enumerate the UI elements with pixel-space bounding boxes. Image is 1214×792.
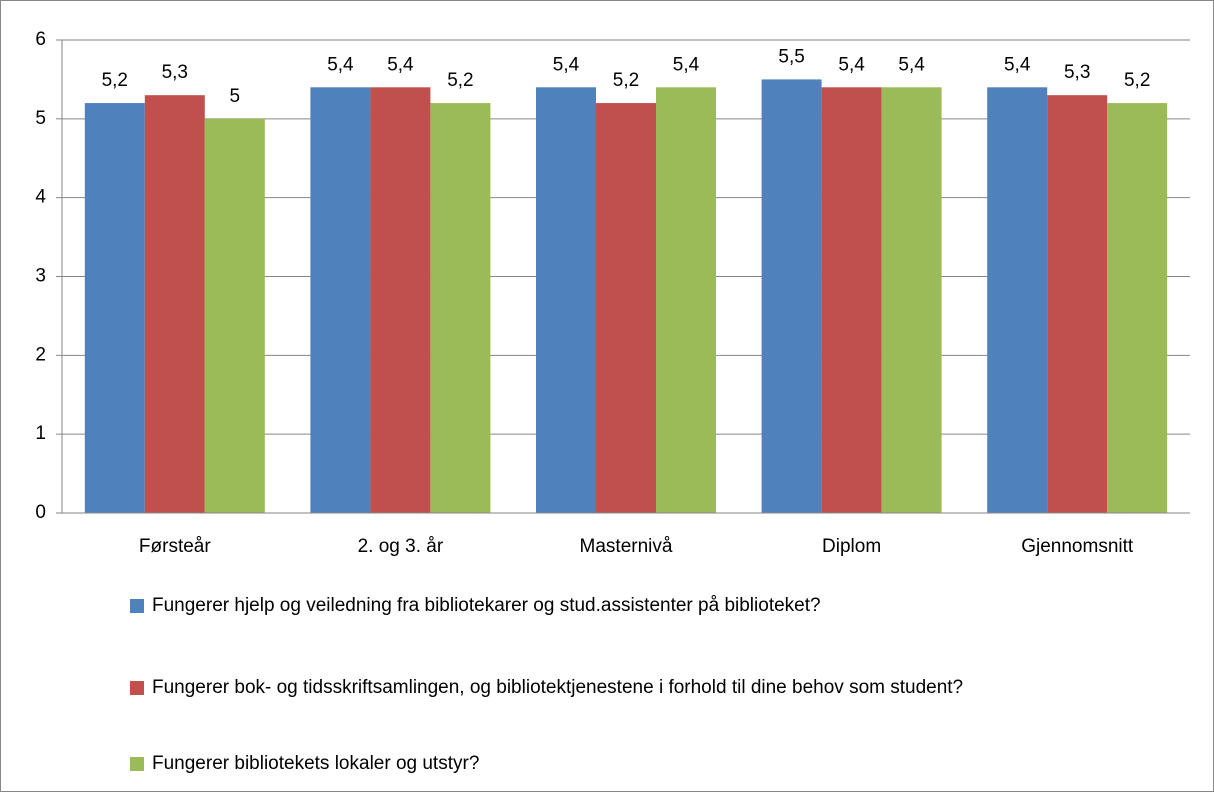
legend-label: Fungerer bok- og tidsskriftsamlingen, og… bbox=[152, 677, 964, 698]
x-tick-label: Masternivå bbox=[580, 536, 673, 557]
legend-label: Fungerer bibliotekets lokaler og utstyr? bbox=[152, 753, 480, 774]
bar bbox=[761, 79, 822, 514]
bar bbox=[656, 87, 716, 514]
y-tick-label: 4 bbox=[35, 187, 46, 208]
y-tick-label: 0 bbox=[35, 502, 46, 523]
bar bbox=[370, 87, 431, 514]
x-tick-label: Diplom bbox=[822, 536, 881, 557]
data-label: 5 bbox=[230, 86, 241, 107]
y-tick-label: 6 bbox=[35, 29, 46, 50]
data-label: 5,4 bbox=[898, 54, 925, 75]
data-label: 5,4 bbox=[553, 54, 580, 75]
y-tick-label: 3 bbox=[35, 266, 46, 287]
bar bbox=[430, 103, 491, 514]
data-label: 5,4 bbox=[1004, 54, 1031, 75]
data-label: 5,3 bbox=[1064, 62, 1090, 83]
data-label: 5,4 bbox=[327, 54, 354, 75]
legend-swatch bbox=[130, 681, 144, 695]
bar bbox=[144, 95, 205, 513]
data-label: 5,4 bbox=[387, 54, 414, 75]
legend-swatch bbox=[130, 757, 144, 771]
y-tick-label: 1 bbox=[35, 423, 46, 444]
bar bbox=[881, 87, 942, 514]
x-tick-label: 2. og 3. år bbox=[358, 536, 444, 557]
data-label: 5,4 bbox=[838, 54, 865, 75]
data-label: 5,2 bbox=[1124, 70, 1150, 91]
bar bbox=[821, 87, 882, 514]
bar bbox=[987, 87, 1048, 514]
bar bbox=[310, 87, 371, 514]
y-tick-label: 2 bbox=[35, 344, 46, 365]
legend-item: Fungerer hjelp og veiledning fra bibliot… bbox=[130, 592, 1090, 620]
legend-item: Fungerer bok- og tidsskriftsamlingen, og… bbox=[130, 674, 1090, 702]
bar bbox=[1107, 103, 1168, 514]
bar bbox=[1047, 95, 1108, 513]
data-label: 5,5 bbox=[778, 46, 804, 67]
legend-item: Fungerer bibliotekets lokaler og utstyr? bbox=[130, 750, 1090, 778]
data-label: 5,4 bbox=[673, 54, 700, 75]
y-tick-label: 5 bbox=[35, 108, 46, 129]
bar bbox=[536, 87, 596, 514]
data-label: 5,2 bbox=[102, 70, 128, 91]
legend-swatch bbox=[130, 599, 144, 613]
x-tick-label: Førsteår bbox=[139, 536, 211, 557]
bar bbox=[596, 103, 656, 514]
legend-label: Fungerer hjelp og veiledning fra bibliot… bbox=[152, 595, 821, 616]
data-label: 5,2 bbox=[447, 70, 473, 91]
x-tick-label: Gjennomsnitt bbox=[1021, 536, 1134, 557]
data-label: 5,3 bbox=[162, 62, 188, 83]
bar bbox=[204, 118, 265, 513]
bar bbox=[84, 103, 145, 514]
data-label: 5,2 bbox=[613, 70, 639, 91]
